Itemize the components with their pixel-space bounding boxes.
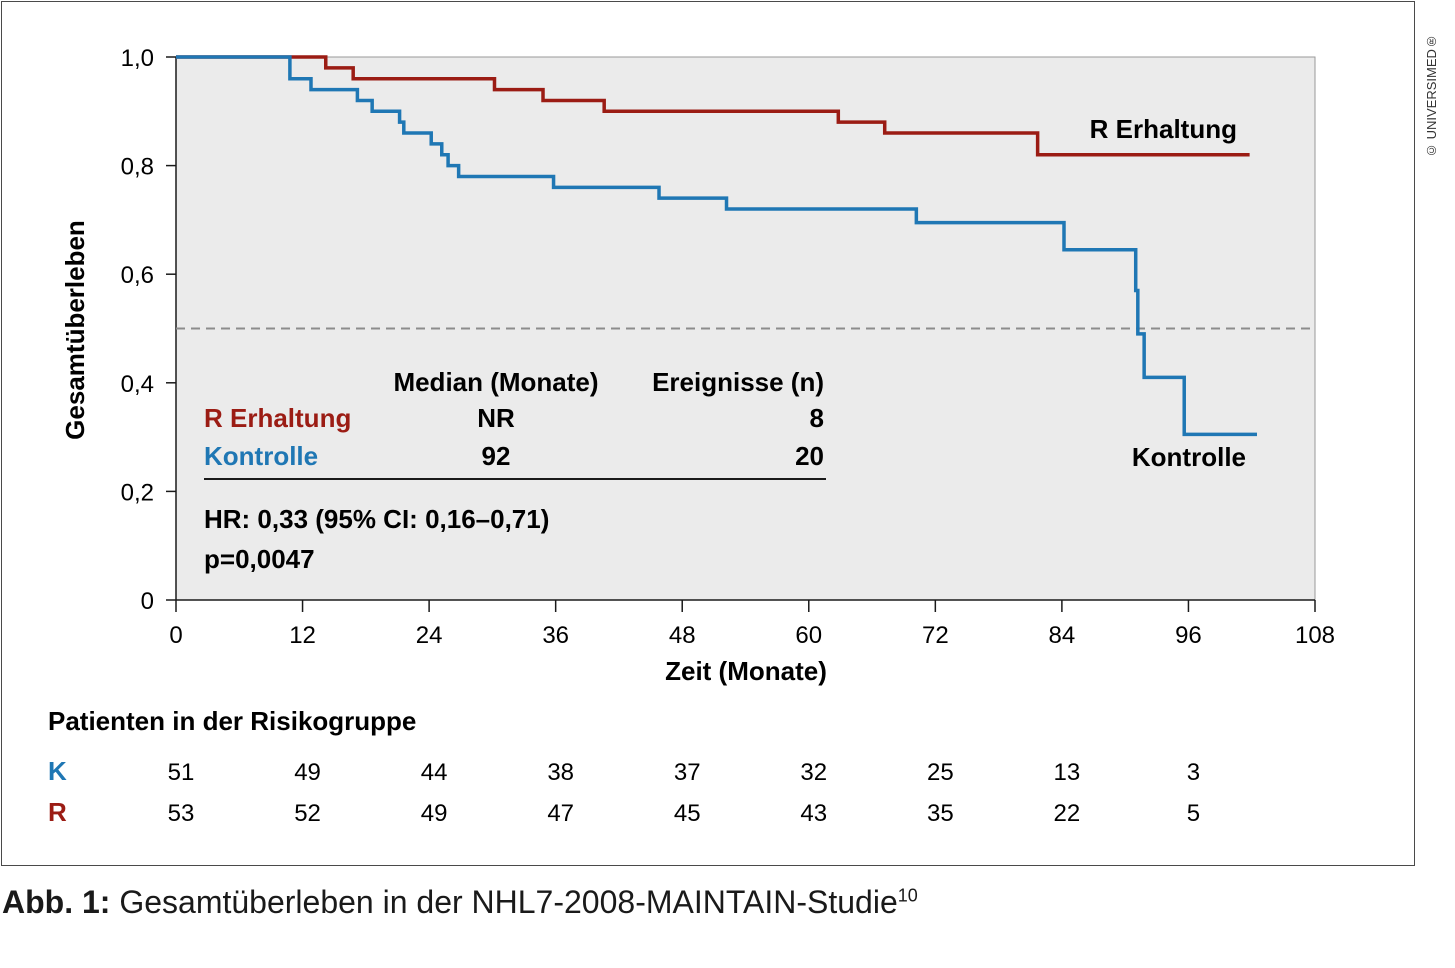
- y-tick-label: 0,6: [121, 262, 154, 289]
- series-kontrolle-line: [176, 55, 1257, 437]
- survival-chart: 0 0,2 0,4 0,6 0,8 1,0 0 12 24 36 48 60 72 84 96 108 Ge…: [48, 45, 1335, 827]
- table-header-median: Median (Monate): [393, 367, 598, 397]
- risk-value: 38: [547, 759, 574, 786]
- x-tick-label: 12: [289, 622, 316, 649]
- y-tick-label: 0: [141, 588, 154, 615]
- y-tick-label: 1,0: [121, 45, 154, 72]
- risk-value: 25: [927, 759, 954, 786]
- risk-value: 49: [294, 759, 321, 786]
- x-tick-label: 36: [542, 622, 569, 649]
- table-row-r-label: R Erhaltung: [204, 403, 351, 433]
- caption-prefix: Abb. 1:: [2, 884, 111, 920]
- figure-frame: [1, 1, 1415, 866]
- curve-label-r: R Erhaltung: [1090, 114, 1237, 144]
- p-value: p=0,0047: [204, 544, 315, 574]
- risk-value: 3: [1187, 759, 1200, 786]
- x-tick-label: 108: [1295, 622, 1335, 649]
- hazard-ratio: HR: 0,33 (95% CI: 0,16–0,71): [204, 504, 549, 534]
- risk-value: 52: [294, 800, 321, 827]
- y-axis-title: Gesamtüberleben: [60, 220, 90, 440]
- risk-value: 13: [1054, 759, 1081, 786]
- survival-curves: [176, 55, 1257, 437]
- risk-value: 35: [927, 800, 954, 827]
- x-tick-label: 96: [1175, 622, 1202, 649]
- table-row-k-label: Kontrolle: [204, 441, 318, 471]
- table-header-events: Ereignisse (n): [652, 367, 824, 397]
- risk-value: 53: [168, 800, 195, 827]
- y-tick-label: 0,2: [121, 479, 154, 506]
- x-tick-label: 72: [922, 622, 949, 649]
- caption-text: Gesamtüberleben in der NHL7-2008-MAINTAI…: [119, 884, 898, 920]
- y-axis: 0 0,2 0,4 0,6 0,8 1,0: [121, 45, 177, 615]
- table-row-r-median: NR: [477, 403, 515, 433]
- risk-value: 49: [421, 800, 448, 827]
- x-tick-label: 0: [169, 622, 182, 649]
- risk-row-k-label: K: [48, 756, 67, 786]
- risk-value: 37: [674, 759, 701, 786]
- risk-value: 22: [1054, 800, 1081, 827]
- y-tick-label: 0,8: [121, 154, 154, 181]
- figure-caption: Abb. 1: Gesamtüberleben in der NHL7-2008…: [2, 884, 918, 921]
- table-row-k-events: 20: [795, 441, 824, 471]
- risk-table-title: Patienten in der Risikogruppe: [48, 706, 416, 736]
- x-tick-label: 48: [669, 622, 696, 649]
- x-tick-label: 24: [416, 622, 443, 649]
- risk-value: 5: [1187, 800, 1200, 827]
- x-tick-label: 60: [795, 622, 822, 649]
- risk-value: 45: [674, 800, 701, 827]
- risk-value: 51: [168, 759, 195, 786]
- x-tick-label: 84: [1049, 622, 1076, 649]
- series-r-erhaltung-line: [176, 55, 1250, 157]
- risk-value: 47: [547, 800, 574, 827]
- x-axis: 0 12 24 36 48 60 72 84 96 108: [169, 599, 1335, 649]
- risk-value: 32: [800, 759, 827, 786]
- risk-value: 44: [421, 759, 448, 786]
- copyright-notice: © UNIVERSIMED®: [1424, 34, 1439, 158]
- risk-value: 43: [800, 800, 827, 827]
- median-table: Median (Monate) Ereignisse (n) R Erhaltu…: [204, 367, 826, 574]
- curve-label-k: Kontrolle: [1132, 442, 1246, 472]
- table-row-r-events: 8: [810, 403, 824, 433]
- table-row-k-median: 92: [482, 441, 511, 471]
- caption-reference: 10: [897, 885, 918, 906]
- risk-row-r-label: R: [48, 797, 67, 827]
- risk-table-values: 51 49 44 38 37 32 25 13 3 53 52 49 47 45 43 35 22 5: [168, 759, 1200, 827]
- x-axis-title: Zeit (Monate): [665, 656, 827, 686]
- y-tick-label: 0,4: [121, 371, 154, 398]
